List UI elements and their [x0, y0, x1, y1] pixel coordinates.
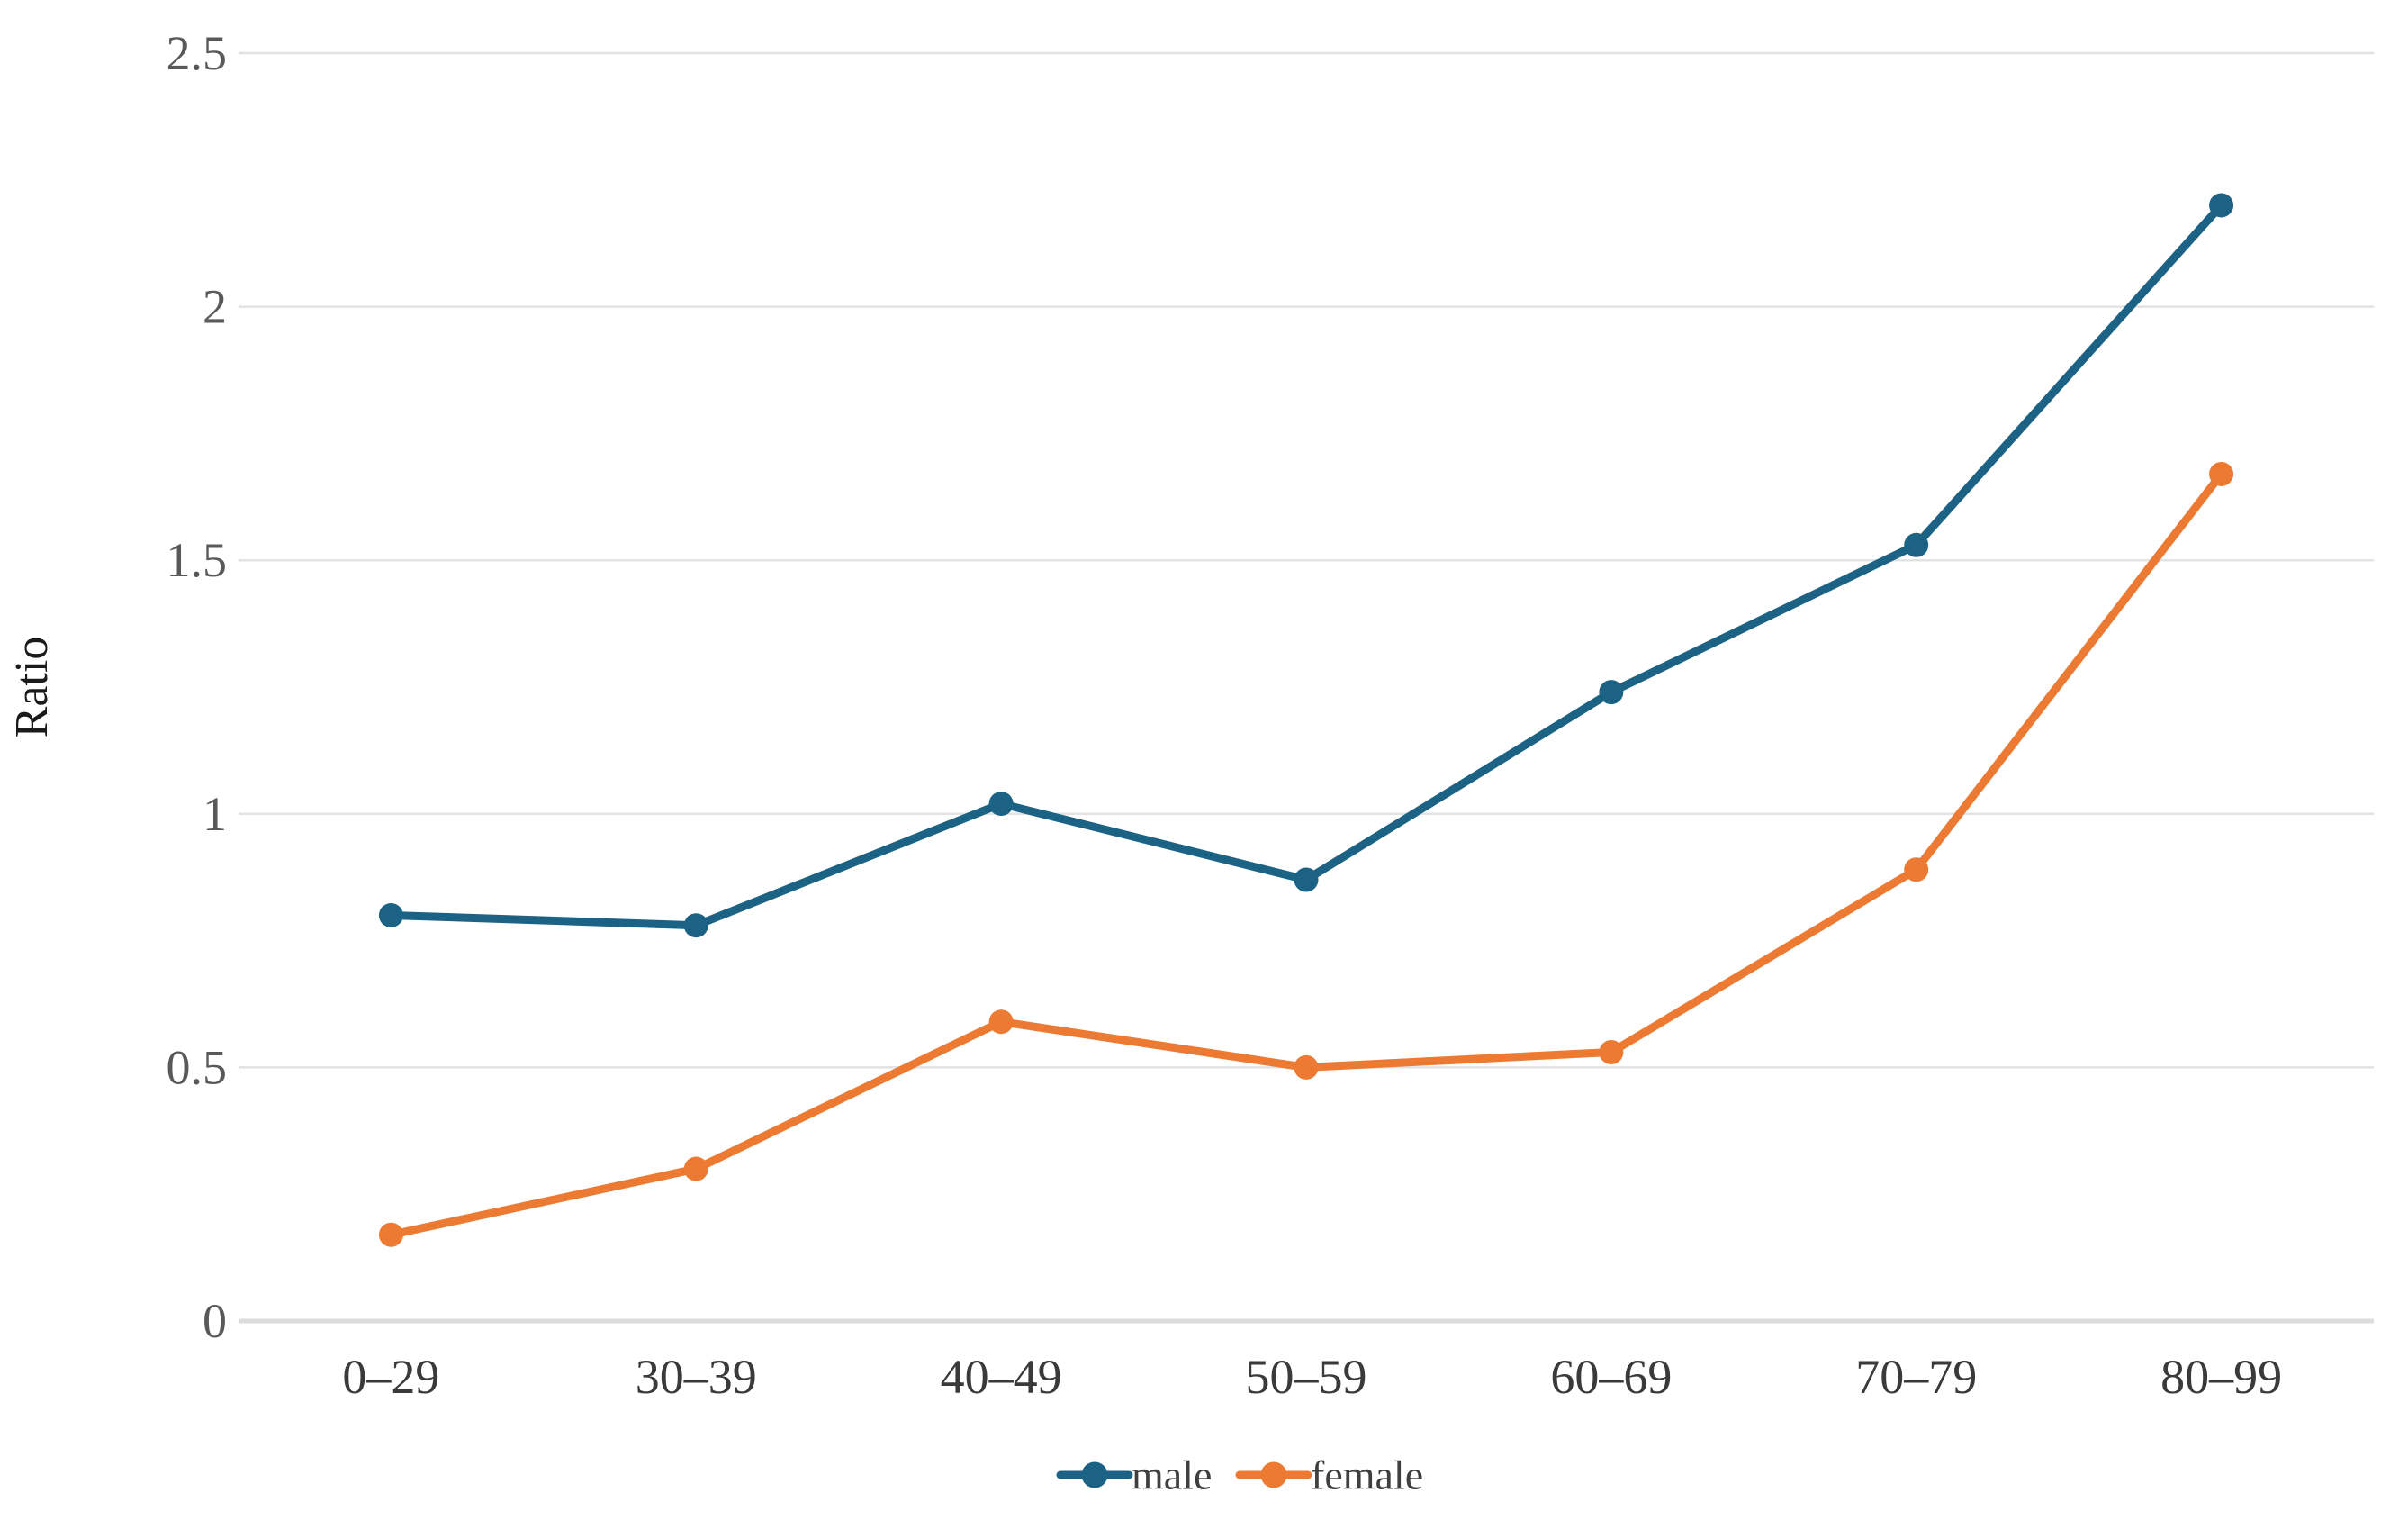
legend-label-female: female	[1311, 1452, 1423, 1498]
male-point	[1599, 680, 1624, 705]
x-tick-label: 60–69	[1550, 1350, 1672, 1404]
y-tick-label: 0	[203, 1294, 227, 1348]
male-point	[1294, 867, 1319, 892]
male-point	[2209, 193, 2234, 218]
x-tick-label: 0–29	[342, 1350, 439, 1404]
plot-area: 0 0.5 1 1.5 2 2.5 0–29 30–39 40–49 50–59 60–69 70–7…	[167, 26, 2374, 1404]
legend-item-female: female	[1235, 1452, 1423, 1498]
y-tick-label: 2	[203, 280, 227, 334]
male-point	[1904, 532, 1929, 557]
x-tick-label: 70–79	[1855, 1350, 1977, 1404]
male-point	[988, 792, 1014, 817]
legend-marker-dot-male	[1081, 1461, 1108, 1488]
y-tick-label: 2.5	[167, 26, 228, 80]
x-tick-label: 80–99	[2160, 1350, 2282, 1404]
y-tick-label: 1	[203, 787, 227, 841]
x-tick-label: 30–39	[636, 1350, 757, 1404]
y-tick-label: 1.5	[167, 533, 228, 587]
male-point	[683, 913, 708, 938]
male-line	[386, 201, 2226, 930]
female-point	[1294, 1054, 1319, 1080]
legend-label-male: male	[1132, 1452, 1212, 1498]
x-tick-label: 40–49	[941, 1350, 1062, 1404]
legend-item-male: male	[1056, 1452, 1212, 1498]
male-point	[378, 902, 403, 927]
female-point	[1599, 1040, 1624, 1065]
female-point	[2209, 461, 2234, 486]
y-axis-title: Ratio	[6, 637, 58, 738]
legend-marker-dot-female	[1260, 1461, 1287, 1488]
female-point	[988, 1009, 1014, 1035]
female-point	[683, 1156, 708, 1181]
female-point	[1904, 857, 1929, 882]
x-tick-label: 50–59	[1246, 1350, 1367, 1404]
legend: male female	[1056, 1452, 1423, 1498]
y-tick-label: 0.5	[167, 1040, 228, 1094]
female-line	[386, 469, 2226, 1239]
female-point	[378, 1222, 403, 1247]
